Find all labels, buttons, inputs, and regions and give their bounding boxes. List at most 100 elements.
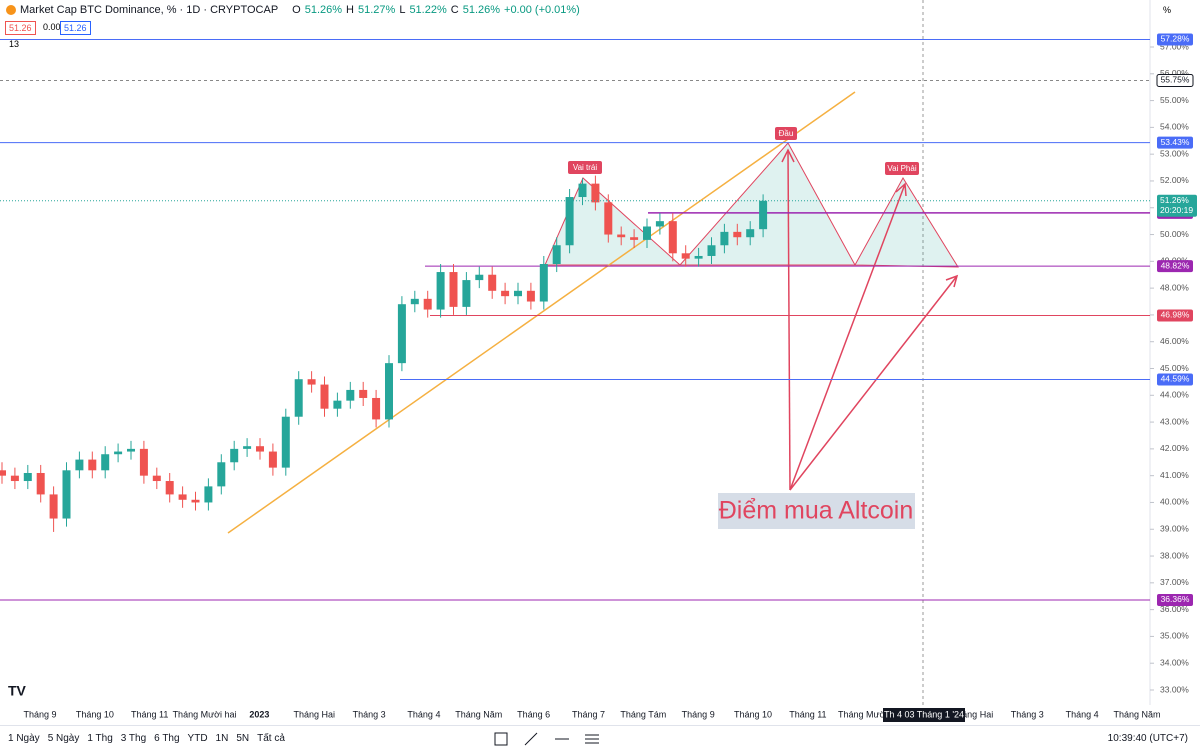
candle-body — [423, 298, 432, 310]
x-tick-label: Tháng Tám — [620, 709, 666, 719]
level-label-bg — [1157, 136, 1193, 149]
candle-body — [526, 290, 535, 302]
candle-body — [539, 264, 548, 302]
y-tick-label: 48.00% — [1160, 282, 1189, 292]
candle-body — [591, 183, 600, 203]
candle-body — [204, 486, 213, 503]
candle-body — [552, 245, 561, 265]
level-label: 55.75% — [1161, 75, 1190, 85]
candle-body — [114, 451, 123, 455]
level-label-bg — [1157, 260, 1193, 273]
candle-body — [720, 231, 729, 246]
y-tick-label: 43.00% — [1160, 416, 1189, 426]
range-button[interactable]: 5 Ngày — [47, 733, 80, 744]
candle-body — [139, 448, 148, 476]
candle-body — [217, 462, 226, 487]
x-tick-label: Tháng 3 — [353, 709, 386, 719]
range-button[interactable]: YTD — [187, 733, 208, 744]
range-button[interactable]: 1N — [215, 733, 229, 744]
ohlc-value: 51.22% — [409, 4, 447, 16]
x-tick-label: Tháng 6 — [517, 709, 550, 719]
level-label: 57.28% — [1161, 34, 1190, 44]
y-tick-label: 57.00% — [1160, 41, 1189, 51]
toolbar: 1 Ngày 5 Ngày 1 Thg 3 Thg 6 Thg YTD 1N 5N Tất cả… — [0, 725, 1200, 751]
y-tick-label: 34.00% — [1160, 657, 1189, 667]
level-label-bg — [1157, 593, 1193, 606]
header: Market Cap BTC Dominance, % · 1D · CRYPT… — [0, 0, 580, 20]
x-tick-label: Tháng 10 — [734, 709, 772, 719]
x-tick-label: Tháng 11 — [789, 709, 826, 719]
clock: 10:39:40 (UTC+7) — [1107, 733, 1188, 744]
x-tick-label: 2023 — [249, 709, 269, 719]
unit: % — [1163, 5, 1172, 15]
logo: TV — [8, 683, 27, 699]
candle-body — [488, 274, 497, 291]
x-tick-label: Tháng 10 — [76, 709, 114, 719]
range-button[interactable]: Tất cả — [257, 733, 285, 744]
y-tick-label: 35.00% — [1160, 631, 1189, 641]
ohlc-key: H — [346, 4, 354, 16]
x-tick-label: Tháng Hai — [293, 709, 335, 719]
candle-body — [281, 416, 290, 468]
y-tick-label: 45.00% — [1160, 363, 1189, 373]
y-tick-label: 39.00% — [1160, 524, 1189, 534]
candle-body — [320, 384, 329, 409]
range-button[interactable]: 3 Thg — [120, 733, 147, 744]
candle-body — [165, 481, 174, 495]
candle-body — [514, 290, 522, 297]
candle-body — [475, 274, 484, 281]
x-tick-label: Tháng Năm — [455, 709, 502, 719]
x-tick-label: Tháng Mười — [838, 709, 887, 719]
symbol-icon — [6, 5, 16, 15]
crosshair-label: Th 4 03 Tháng 1 '24 — [884, 709, 964, 719]
y-tick-label: 36.00% — [1160, 604, 1189, 614]
drawings — [227, 91, 959, 534]
chart: Đầu Vai trái Vai Phải Điểm mua Altcoin T… — [0, 0, 1197, 722]
range-button[interactable]: 5N — [236, 733, 250, 744]
level-label: 36.36% — [1161, 594, 1190, 604]
candle-body — [397, 304, 406, 364]
candle-body — [655, 221, 664, 227]
candle-body — [152, 475, 161, 482]
ohlc-key: C — [450, 4, 459, 16]
ohlc-key: O — [292, 4, 301, 16]
candle-body — [294, 379, 303, 417]
x-tick-label: Tháng 9 — [682, 709, 715, 719]
range-button[interactable]: 1 Ngày — [8, 733, 40, 744]
symbol: Market Cap BTC Dominance, % · 1D · CRYPT… — [20, 4, 279, 16]
y-tick-label: 37.00% — [1160, 577, 1189, 587]
candle-body — [643, 226, 651, 240]
last-price-bg — [1157, 194, 1197, 217]
candle-body — [733, 231, 742, 238]
x-tick-label: Tháng 3 — [1011, 709, 1044, 719]
indicators[interactable]: 13 — [9, 39, 20, 49]
x-tick-label: Tháng Mười hai — [173, 709, 237, 719]
candle-body — [578, 183, 587, 198]
y-tick-label: 38.00% — [1160, 550, 1189, 560]
range-button[interactable]: 1 Thg — [87, 733, 113, 744]
range-button[interactable]: 6 Thg — [154, 733, 180, 744]
x-tick-label: Tháng 4 — [1066, 709, 1099, 719]
candle-body — [191, 499, 200, 503]
spread: 0.00 — [43, 22, 61, 32]
x-tick-label: Tháng Hai — [952, 709, 994, 719]
y-tick-label: 41.00% — [1160, 470, 1189, 480]
x-tick-label: Tháng 4 — [407, 709, 440, 719]
bid[interactable]: 51.26 — [5, 21, 36, 35]
y-tick-label: 40.00% — [1160, 497, 1189, 507]
candle-body — [88, 459, 97, 471]
level-label: 48.82% — [1161, 260, 1190, 270]
change: +0.00 (+0.01%) — [504, 4, 580, 16]
candle-body — [333, 400, 342, 409]
level-label: 46.98% — [1161, 310, 1190, 320]
y-tick-label: 33.00% — [1160, 684, 1189, 694]
candle-body — [668, 221, 677, 254]
ohlc-key: L — [399, 4, 406, 16]
candle-body — [617, 234, 626, 238]
level-label-bg — [1157, 309, 1193, 322]
candle-body — [127, 448, 135, 452]
y-tick-label: 55.00% — [1160, 95, 1189, 105]
ask[interactable]: 51.26 — [60, 21, 91, 35]
candle-body — [630, 237, 639, 240]
candle-body — [307, 379, 316, 385]
